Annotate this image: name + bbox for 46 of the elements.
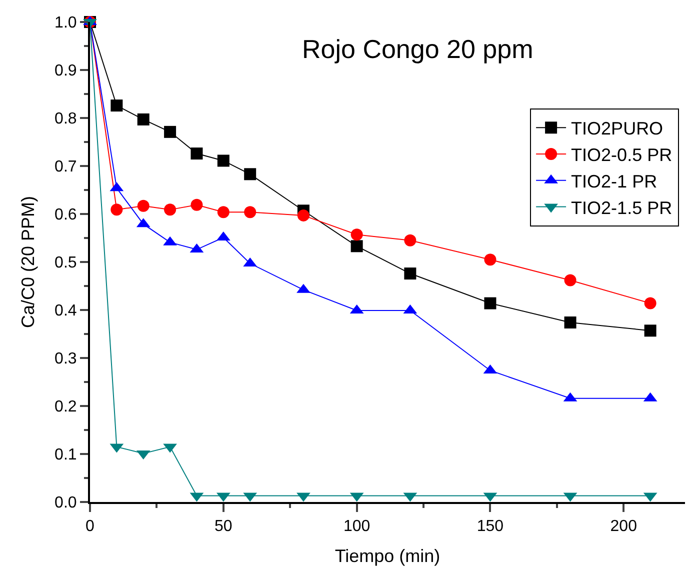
point [217,154,230,167]
point [217,206,230,218]
point [110,204,123,216]
point [110,100,123,112]
point [164,204,176,216]
y-tick-label: 0.2 [54,398,77,416]
x-axis-title: Tiempo (min) [334,546,440,566]
point [484,297,496,310]
x-tick-label: 100 [343,518,370,536]
point [190,148,203,160]
y-tick-label: 1.0 [54,14,77,32]
y-tick-label: 0.9 [54,62,77,80]
legend-label: TIO2-0.5 PR [571,145,672,166]
y-tick-label: 0.6 [54,206,77,224]
y-tick-label: 0.0 [54,494,77,512]
y-tick-label: 0.8 [54,110,77,128]
point [137,200,150,212]
legend-label: TIO2-1.5 PR [571,198,672,218]
y-tick-label: 0.3 [54,350,77,368]
x-tick-label: 150 [476,518,504,536]
point [564,316,576,328]
point [190,198,203,211]
point [244,206,256,218]
point [350,240,363,252]
point [137,113,150,126]
y-tick-label: 0.4 [54,302,77,320]
point [644,297,656,310]
point [164,126,176,138]
point [297,209,310,222]
point [404,234,416,246]
y-tick-label: 0.5 [54,254,77,272]
text: Rojo Congo 20 ppm [302,34,534,64]
legend-label: TIO2-1 PR [571,171,658,192]
y-axis-title: Ca/C0 (20 PPM) [18,196,38,328]
legend-label: TIO2PURO [571,118,664,139]
y-tick-label: 0.1 [54,446,77,464]
point [644,324,656,337]
x-tick-label: 0 [86,518,95,536]
point [244,168,256,180]
x-tick-label: 200 [610,518,638,536]
point [350,228,363,241]
point [484,254,496,266]
point [564,274,576,286]
y-tick-label: 0.7 [54,158,77,176]
point [404,268,416,280]
x-tick-label: 50 [214,518,232,536]
